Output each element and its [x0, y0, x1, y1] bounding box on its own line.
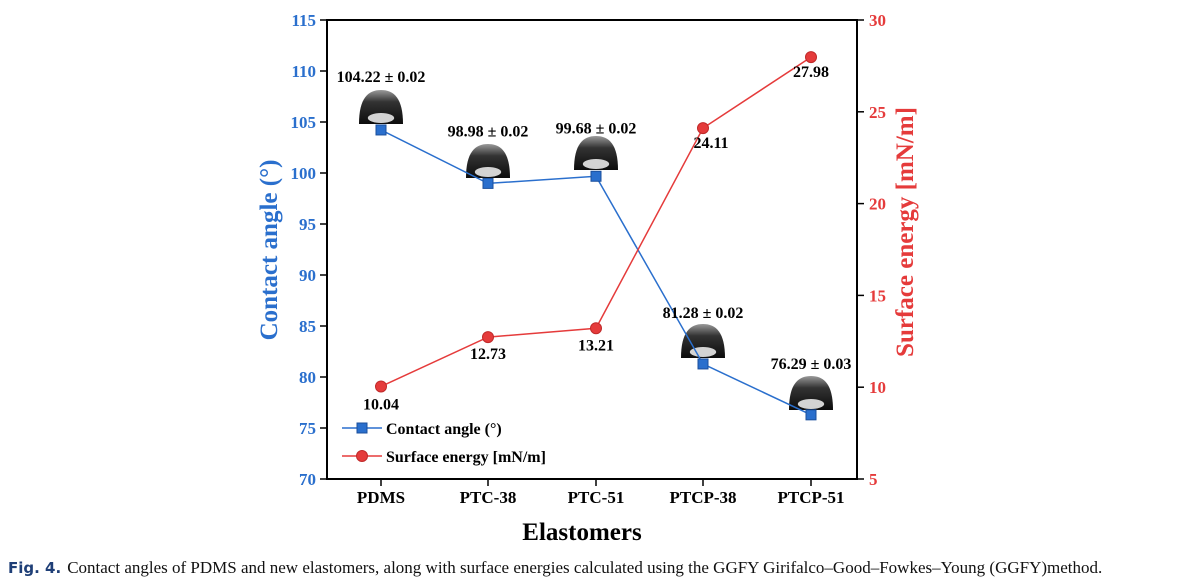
y-left-tick-label: 95 [299, 215, 316, 234]
chart: 70 75 80 85 90 95 100 105 110 115 5 10 15 20 25 30 PDMS P… [256, 11, 919, 546]
x-tick-label: PTC-51 [568, 488, 625, 507]
legend-label: Contact angle (°) [386, 421, 502, 438]
figure-label: Fig. 4. [8, 559, 62, 577]
x-tick-label: PTCP-38 [669, 488, 736, 507]
y-right-tick-label: 15 [869, 286, 886, 305]
contact-angle-data-label: 98.98 ± 0.02 [448, 123, 529, 140]
legend-marker-square [356, 422, 368, 434]
droplet-highlight [582, 159, 610, 169]
y-right-tick-label: 10 [869, 378, 886, 397]
y-left-tick-label: 110 [291, 62, 316, 81]
y-left-tick-label: 85 [299, 317, 316, 336]
y-right-tick-label: 30 [869, 11, 886, 30]
y-left-tick-label: 80 [299, 368, 316, 387]
surface-energy-data-label: 10.04 [363, 396, 399, 413]
x-tick-label: PTC-38 [460, 488, 517, 507]
surface-energy-data-label: 27.98 [793, 64, 829, 81]
y-left-tick-label: 70 [299, 470, 316, 489]
surface-energy-point [805, 51, 817, 64]
y-left-tick-label: 115 [291, 11, 316, 30]
y-left-tick-label: 100 [291, 164, 317, 183]
contact-angle-data-label: 99.68 ± 0.02 [556, 120, 637, 137]
surface-energy-data-label: 12.73 [470, 346, 506, 363]
y-left-axis-title: Contact angle (°) [256, 160, 283, 341]
contact-angle-point [805, 409, 817, 421]
contact-angle-point [375, 124, 387, 136]
y-left-tick-label: 90 [299, 266, 316, 285]
y-right-tick-label: 20 [869, 195, 886, 214]
x-tick-label: PDMS [357, 488, 405, 507]
legend-marker-circle [356, 450, 368, 462]
figure-caption: Fig. 4. Contact angles of PDMS and new el… [8, 558, 1178, 578]
caption-text: Contact angles of PDMS and new elastomer… [67, 558, 1103, 577]
y-left-tick-label: 75 [299, 419, 316, 438]
surface-energy-data-label: 24.11 [693, 135, 728, 152]
contact-angle-point [482, 177, 494, 189]
legend-label: Surface energy [mN/m] [386, 449, 546, 466]
contact-angle-data-label: 81.28 ± 0.02 [663, 305, 744, 322]
x-tick-label: PTCP-51 [777, 488, 844, 507]
y-right-tick-label: 25 [869, 103, 886, 122]
y-right-axis-title: Surface energy [mN/m] [892, 107, 919, 357]
y-left-tick-label: 105 [291, 113, 317, 132]
contact-angle-point [590, 170, 602, 182]
droplet-highlight [474, 167, 502, 177]
surface-energy-point [590, 322, 602, 335]
contact-angle-point [697, 358, 709, 370]
surface-energy-point [375, 380, 387, 393]
droplet-highlight [367, 113, 395, 123]
y-right-tick-label: 5 [869, 470, 878, 489]
droplet-highlight [689, 347, 717, 357]
surface-energy-point [697, 122, 709, 135]
surface-energy-point [482, 331, 494, 344]
contact-angle-data-label: 76.29 ± 0.03 [771, 356, 852, 373]
plot-frame [326, 19, 858, 480]
droplet-highlight [797, 399, 825, 409]
contact-angle-data-label: 104.22 ± 0.02 [337, 69, 426, 86]
x-axis-title: Elastomers [522, 519, 642, 546]
surface-energy-data-label: 13.21 [578, 337, 614, 354]
